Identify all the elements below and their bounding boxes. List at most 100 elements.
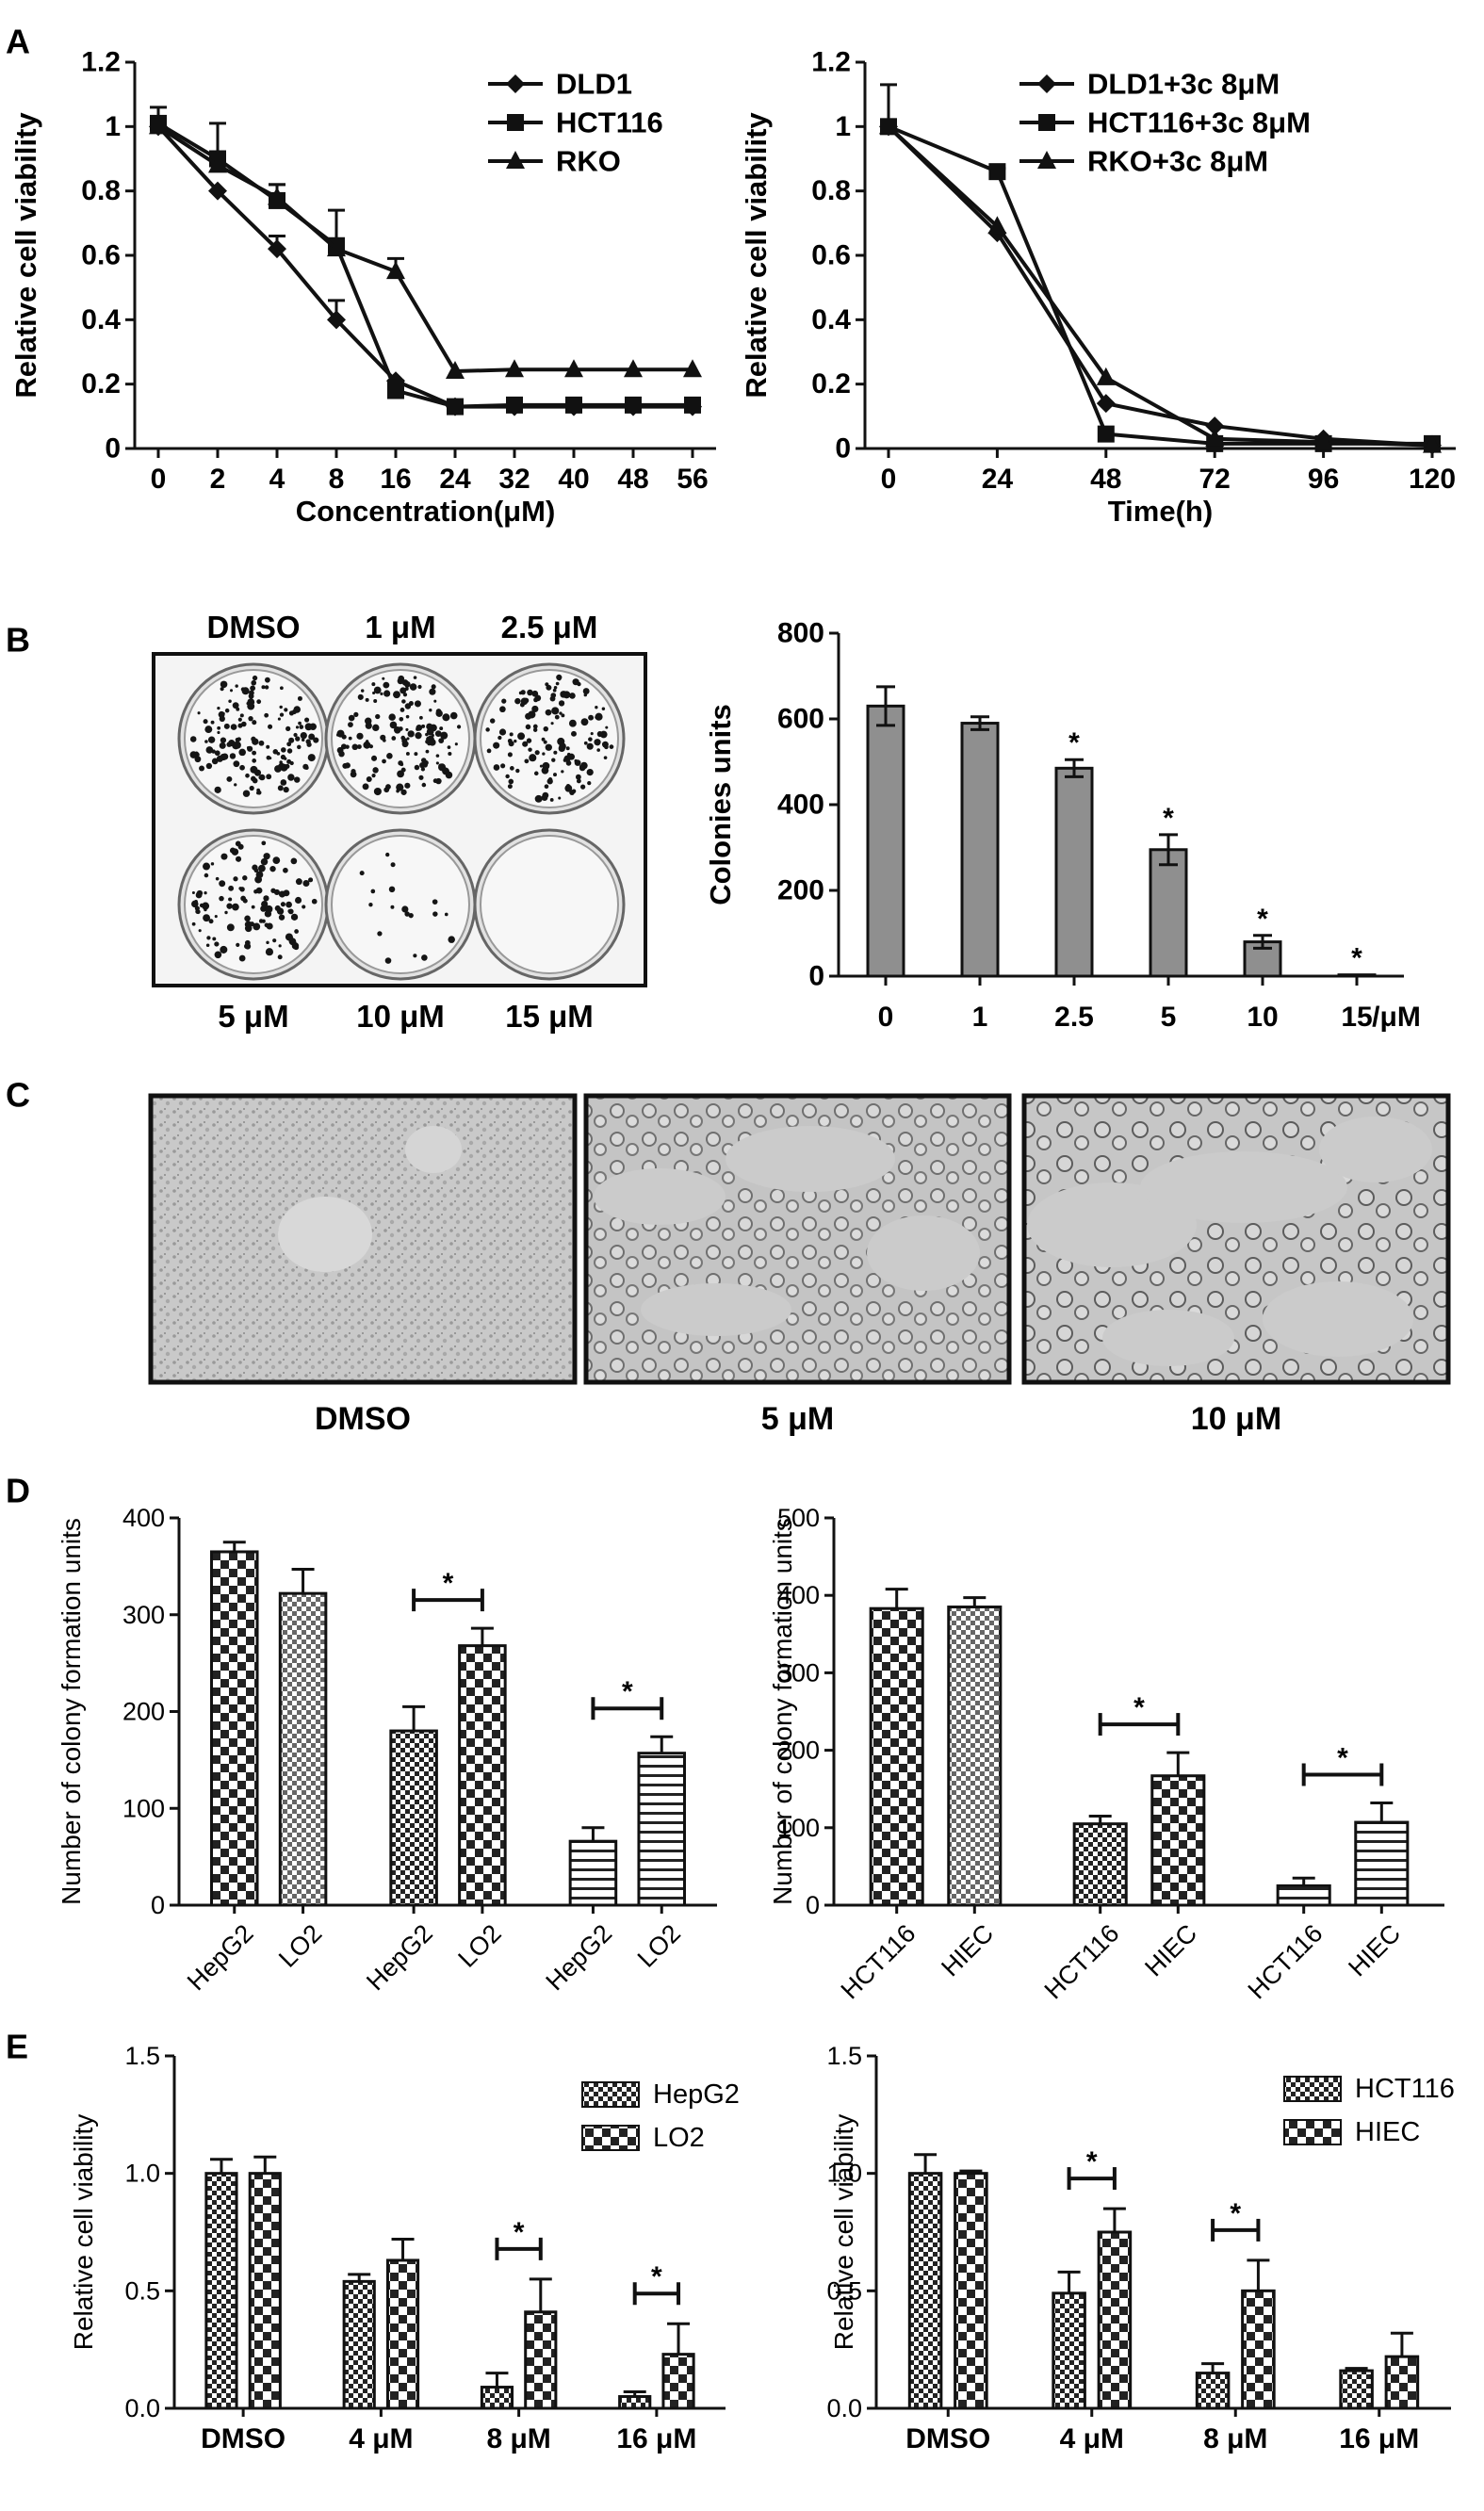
colony-dot xyxy=(248,715,253,722)
colony-dot xyxy=(558,700,565,707)
colony-dot xyxy=(363,741,371,749)
colonies xyxy=(335,675,462,796)
colony-dot xyxy=(297,744,302,750)
data-point xyxy=(1096,367,1116,385)
colony-dot xyxy=(596,748,600,752)
series-HCT116+3c 8μM xyxy=(880,83,1441,452)
y-tick-label: 0 xyxy=(808,961,824,992)
colony-dot xyxy=(242,898,248,904)
x-tick-label: HIEC xyxy=(1139,1919,1202,1982)
colony-dot xyxy=(553,750,558,755)
cell-cluster xyxy=(278,1197,372,1272)
well-inner xyxy=(331,669,470,808)
legend-entry: HCT116+3c 8μM xyxy=(1087,106,1311,139)
bar xyxy=(1052,2291,1086,2410)
x-tick-label: 1 xyxy=(972,1002,988,1033)
colony-dot xyxy=(433,699,437,703)
colony-dot xyxy=(405,727,409,731)
colony-dot xyxy=(278,944,282,948)
colony-dot xyxy=(233,760,240,768)
colony-dot xyxy=(194,751,199,756)
data-point xyxy=(208,155,227,173)
colony-dot xyxy=(258,919,264,923)
colony-dot xyxy=(241,687,250,695)
colony-dot xyxy=(375,713,381,720)
colony-dot xyxy=(288,737,295,743)
colony-dot xyxy=(313,737,319,743)
colony-dot xyxy=(203,914,211,922)
y-tick-label: 0.5 xyxy=(826,2276,862,2305)
colony-dot xyxy=(293,706,302,713)
colony-dot xyxy=(604,744,609,750)
colony-dot xyxy=(557,677,562,681)
colony-dot xyxy=(558,796,562,800)
x-tick-label: 72 xyxy=(1199,464,1231,495)
colony-dot xyxy=(559,742,566,750)
colony-dot xyxy=(563,756,568,760)
x-tick-label: 48 xyxy=(617,464,648,495)
colony-dot xyxy=(242,790,251,797)
colony-dot xyxy=(454,742,458,746)
panel-label-c: C xyxy=(6,1075,30,1114)
micrograph-1: DMSO xyxy=(148,1093,578,1437)
colony-dot xyxy=(221,711,225,716)
data-point xyxy=(988,163,1006,181)
well-6 xyxy=(473,828,626,981)
colony-dot xyxy=(429,739,436,746)
colony-dot xyxy=(509,766,514,771)
colony-dot xyxy=(195,891,203,899)
data-point xyxy=(1038,114,1055,131)
colony-dot xyxy=(191,921,196,926)
colony-dot xyxy=(383,690,391,697)
micrograph-frame xyxy=(148,1093,578,1385)
colony-dot xyxy=(308,877,314,883)
colony-dot xyxy=(290,913,299,921)
colony-dot xyxy=(224,708,230,713)
x-tick-label: HepG2 xyxy=(361,1919,438,1997)
y-axis-label: Relative cell viability xyxy=(740,112,773,399)
colony-dot xyxy=(417,684,422,690)
colony-dot xyxy=(419,761,426,769)
data-point xyxy=(506,74,525,93)
bar xyxy=(869,1606,924,1907)
colony-dot xyxy=(432,911,438,917)
colony-dot xyxy=(404,782,411,789)
colony-dot xyxy=(524,758,530,764)
colony-dot xyxy=(279,705,283,709)
colony-dot xyxy=(382,758,386,764)
x-tick-label: 4 μM xyxy=(349,2423,413,2454)
colony-dot xyxy=(217,730,220,735)
colony-dot xyxy=(359,871,365,876)
y-tick-label: 1.0 xyxy=(826,2160,862,2188)
data-point xyxy=(149,116,168,135)
bar xyxy=(618,2395,652,2410)
bar xyxy=(458,1644,507,1907)
significance-star: * xyxy=(1337,1742,1348,1773)
colony-dot xyxy=(351,769,356,774)
bar xyxy=(637,1752,687,1907)
x-tick-label: DMSO xyxy=(201,2423,285,2454)
colony-dot xyxy=(276,751,281,756)
colony-dot xyxy=(418,774,424,780)
colony-dot xyxy=(507,784,513,790)
y-tick-label: 0 xyxy=(806,1891,820,1919)
colony-dot xyxy=(429,709,432,712)
colony-dot xyxy=(356,744,362,750)
colony-dot xyxy=(547,777,553,782)
colony-dot xyxy=(250,765,258,774)
colony-dot xyxy=(220,945,228,954)
colony-dot xyxy=(497,735,502,741)
colony-dot xyxy=(264,712,269,718)
colony-dot xyxy=(304,717,310,723)
y-tick-label: 0 xyxy=(105,433,121,465)
colony-dot xyxy=(307,754,316,762)
colony-dot xyxy=(385,784,391,791)
bar xyxy=(907,2172,943,2410)
colony-dot xyxy=(406,737,410,741)
colony-dot xyxy=(263,853,270,860)
colony-dot xyxy=(601,707,606,711)
significance-star: * xyxy=(1133,1692,1145,1723)
x-tick-label: 16 xyxy=(380,464,411,495)
colony-dot xyxy=(351,743,359,751)
bar xyxy=(278,1591,328,1907)
